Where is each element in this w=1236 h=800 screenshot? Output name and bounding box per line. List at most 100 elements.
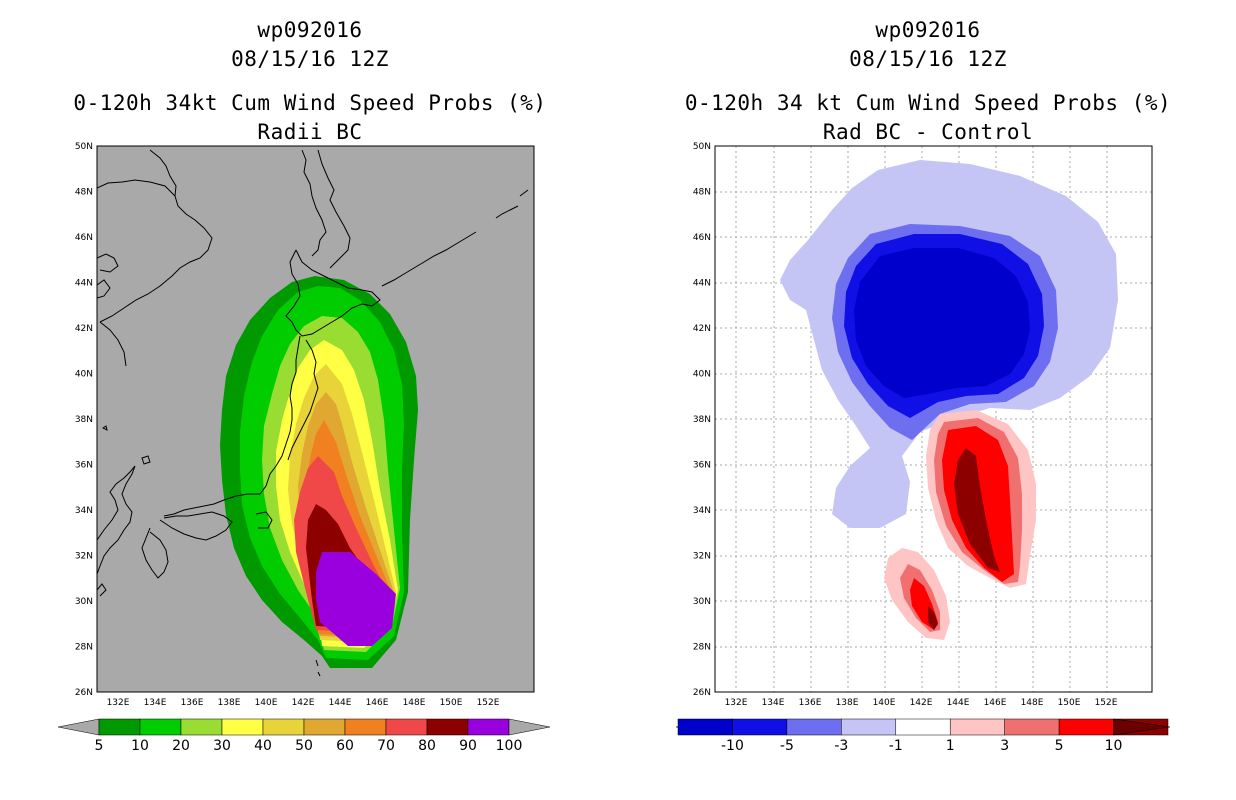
left-colorbar-label: 90 xyxy=(459,738,477,754)
right-title-block: wp092016 08/15/16 12Z 0-120h 34 kt Cum W… xyxy=(668,16,1188,147)
right-difference-contours xyxy=(780,160,1118,640)
right-colorbar-swatch xyxy=(677,718,733,736)
left-colorbar-label: 70 xyxy=(377,738,395,754)
right-lat-label: 30N xyxy=(693,597,711,607)
right-axis-labels: 50N 48N 46N 44N 42N 40N 38N 36N 34N 32N 30N 28N 26N 1… xyxy=(693,142,1118,708)
left-axis-labels: 50N 48N 46N 44N 42N 40N 38N 36N 34N 32N 30N 28N 26N 1… xyxy=(75,142,500,708)
left-lon-label: 140E xyxy=(255,698,278,708)
left-lon-label: 144E xyxy=(329,698,352,708)
left-probability-contours xyxy=(220,276,418,668)
right-subtitle: Rad BC - Control xyxy=(822,120,1034,144)
left-lon-label: 148E xyxy=(403,698,426,708)
left-lat-label: 34N xyxy=(75,506,93,516)
right-lon-label: 146E xyxy=(984,698,1007,708)
right-lon-label: 148E xyxy=(1021,698,1044,708)
right-lon-label: 152E xyxy=(1095,698,1118,708)
left-colorbar-label: 10 xyxy=(131,738,149,754)
right-colorbar-swatch xyxy=(1058,718,1114,736)
left-colorbar-swatch xyxy=(385,718,428,736)
left-lat-label: 38N xyxy=(75,415,93,425)
right-colorbar-label: -3 xyxy=(834,738,848,754)
left-colorbar-swatch xyxy=(426,718,469,736)
right-lon-label: 138E xyxy=(836,698,859,708)
right-colorbar-label: 5 xyxy=(1055,738,1064,754)
right-lat-label: 46N xyxy=(693,233,711,243)
right-lon-label: 144E xyxy=(947,698,970,708)
right-lat-label: 48N xyxy=(693,188,711,198)
right-lat-label: 42N xyxy=(693,324,711,334)
left-lat-label: 46N xyxy=(75,233,93,243)
right-product-title: 0-120h 34 kt Cum Wind Speed Probs (%) xyxy=(684,91,1172,115)
left-storm-id: wp092016 xyxy=(257,18,363,42)
left-lon-label: 132E xyxy=(107,698,130,708)
right-lon-label: 150E xyxy=(1058,698,1081,708)
right-colorbar-label: -1 xyxy=(889,738,903,754)
left-colorbar-low-arrow xyxy=(57,718,100,736)
left-colorbar-label: 30 xyxy=(213,738,231,754)
right-lat-label: 26N xyxy=(693,688,711,698)
left-lat-label: 36N xyxy=(75,461,93,471)
left-subtitle: Radii BC xyxy=(257,120,363,144)
left-lon-label: 142E xyxy=(292,698,315,708)
right-lat-label: 32N xyxy=(693,552,711,562)
left-colorbar-label: 100 xyxy=(496,738,523,754)
left-colorbar-swatch xyxy=(180,718,223,736)
right-colorbar-label: -5 xyxy=(780,738,794,754)
right-lat-label: 34N xyxy=(693,506,711,516)
right-colorbar-label: 1 xyxy=(946,738,955,754)
right-colorbar-label: 3 xyxy=(1000,738,1009,754)
left-map-panel xyxy=(96,145,535,693)
right-lon-label: 142E xyxy=(910,698,933,708)
left-lat-label: 48N xyxy=(75,188,93,198)
left-lon-label: 136E xyxy=(181,698,204,708)
right-lon-label: 140E xyxy=(873,698,896,708)
right-lat-label: 28N xyxy=(693,643,711,653)
right-colorbar-label: -10 xyxy=(721,738,744,754)
right-colorbar-swatch xyxy=(841,718,897,736)
left-lat-label: 44N xyxy=(75,279,93,289)
right-colorbar: -10 -5 -3 -1 1 3 5 10 xyxy=(675,718,1171,754)
right-storm-id: wp092016 xyxy=(875,18,981,42)
left-lat-label: 26N xyxy=(75,688,93,698)
left-datetime: 08/15/16 12Z xyxy=(231,47,389,71)
left-lon-label: 146E xyxy=(366,698,389,708)
left-colorbar-swatch xyxy=(139,718,182,736)
left-lat-label: 32N xyxy=(75,552,93,562)
left-colorbar-swatch xyxy=(467,718,510,736)
left-lat-label: 50N xyxy=(75,142,93,152)
right-lon-label: 136E xyxy=(799,698,822,708)
right-lon-label: 132E xyxy=(725,698,748,708)
right-colorbar-swatch xyxy=(732,718,788,736)
right-colorbar-high-arrow xyxy=(1113,718,1171,736)
right-lat-label: 44N xyxy=(693,279,711,289)
left-colorbar-label: 5 xyxy=(95,738,104,754)
right-lat-label: 38N xyxy=(693,415,711,425)
left-colorbar-label: 20 xyxy=(172,738,190,754)
right-colorbar-swatch xyxy=(895,718,951,736)
right-lat-label: 36N xyxy=(693,461,711,471)
right-lat-label: 50N xyxy=(693,142,711,152)
left-colorbar-swatch xyxy=(98,718,141,736)
left-product-title: 0-120h 34kt Cum Wind Speed Probs (%) xyxy=(73,91,547,115)
left-lon-label: 134E xyxy=(144,698,167,708)
right-colorbar-swatch xyxy=(1004,718,1060,736)
left-colorbar-swatch xyxy=(262,718,305,736)
right-lon-label: 134E xyxy=(762,698,785,708)
right-colorbar-swatch xyxy=(949,718,1005,736)
right-colorbar-swatch xyxy=(786,718,842,736)
left-lat-label: 40N xyxy=(75,370,93,380)
left-colorbar-label: 50 xyxy=(295,738,313,754)
right-colorbar-label: 10 xyxy=(1105,738,1123,754)
left-colorbar-label: 40 xyxy=(254,738,272,754)
right-lat-label: 40N xyxy=(693,370,711,380)
right-map-panel xyxy=(714,145,1153,693)
left-colorbar: 5 10 20 30 40 50 60 70 80 90 100 xyxy=(57,718,551,754)
left-lon-label: 150E xyxy=(440,698,463,708)
left-colorbar-swatch xyxy=(344,718,387,736)
left-lon-label: 138E xyxy=(218,698,241,708)
left-lat-label: 30N xyxy=(75,597,93,607)
left-colorbar-label: 60 xyxy=(336,738,354,754)
left-colorbar-label: 80 xyxy=(418,738,436,754)
left-title-block: wp092016 08/15/16 12Z 0-120h 34kt Cum Wi… xyxy=(50,16,570,147)
